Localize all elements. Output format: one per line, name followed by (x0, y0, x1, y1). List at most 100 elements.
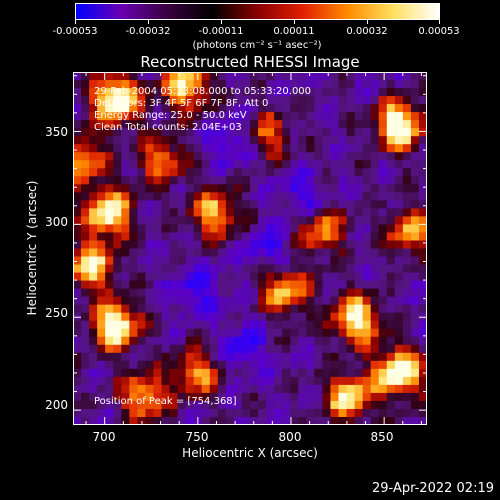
heatmap-cell (250, 240, 259, 250)
heatmap-cell (145, 328, 155, 338)
heatmap-cell (322, 312, 332, 322)
heatmap-cell (97, 80, 106, 89)
heatmap-cell (137, 96, 147, 105)
heatmap-cell (410, 352, 420, 362)
heatmap-cell (105, 304, 114, 314)
heatmap-cell (346, 232, 356, 242)
heatmap-cell (233, 120, 243, 129)
heatmap-cell (282, 216, 291, 226)
heatmap-cell (250, 128, 259, 137)
heatmap-cell (233, 256, 243, 266)
heatmap-cell (241, 168, 251, 177)
heatmap-cell (161, 80, 171, 89)
heatmap-cell (306, 112, 315, 121)
heatmap-cell (282, 120, 291, 129)
heatmap-cell (394, 360, 404, 370)
heatmap-cell (169, 280, 179, 290)
plot-title: Reconstructed RHESSI Image (140, 53, 360, 71)
heatmap-cell (282, 320, 291, 330)
heatmap-cell (193, 224, 203, 234)
heatmap-cell (81, 136, 90, 145)
heatmap-image (73, 72, 427, 425)
heatmap-cell (386, 416, 396, 425)
heatmap-cell (201, 72, 211, 81)
heatmap-cell (217, 272, 227, 282)
heatmap-cell (362, 360, 372, 370)
heatmap-cell (346, 248, 356, 258)
heatmap-cell (282, 328, 291, 338)
heatmap-cell (113, 240, 122, 250)
heatmap-cell (378, 112, 388, 121)
heatmap-cell (410, 280, 420, 290)
heatmap-cell (338, 296, 348, 306)
heatmap-cell (282, 312, 291, 322)
heatmap-cell (73, 200, 82, 209)
heatmap-cell (386, 336, 396, 346)
heatmap-cell (145, 176, 155, 185)
heatmap-cell (418, 320, 427, 330)
heatmap-cell (153, 128, 163, 137)
heatmap-cell (161, 360, 171, 370)
heatmap-cell (233, 168, 243, 177)
image-plot (73, 72, 427, 425)
heatmap-cell (282, 400, 291, 410)
heatmap-cell (201, 416, 211, 425)
heatmap-cell (81, 80, 90, 89)
heatmap-cell (298, 392, 307, 402)
heatmap-cell (217, 280, 227, 290)
heatmap-cell (354, 88, 364, 97)
heatmap-cell (346, 144, 356, 153)
heatmap-cell (201, 208, 211, 218)
heatmap-cell (177, 352, 187, 362)
heatmap-cell (402, 392, 412, 402)
heatmap-cell (378, 264, 388, 274)
heatmap-cell (266, 152, 275, 161)
heatmap-cell (209, 144, 219, 153)
heatmap-cell (362, 320, 372, 330)
heatmap-cell (258, 384, 267, 394)
heatmap-cell (378, 136, 388, 145)
heatmap-cell (274, 360, 283, 370)
heatmap-cell (322, 192, 332, 201)
heatmap-cell (105, 312, 114, 322)
heatmap-cell (274, 288, 283, 298)
heatmap-cell (282, 416, 291, 425)
heatmap-cell (346, 288, 356, 298)
heatmap-cell (394, 368, 404, 378)
heatmap-cell (193, 112, 203, 121)
heatmap-cell (290, 240, 299, 250)
heatmap-cell (193, 168, 203, 177)
heatmap-cell (177, 224, 187, 234)
heatmap-cell (394, 304, 404, 314)
y-axis-label: Heliocentric Y (arcsec) (25, 180, 39, 316)
heatmap-cell (322, 176, 332, 185)
heatmap-cell (274, 120, 283, 129)
heatmap-cell (394, 392, 404, 402)
heatmap-cell (258, 368, 267, 378)
heatmap-cell (370, 280, 380, 290)
heatmap-cell (362, 368, 372, 378)
heatmap-cell (217, 120, 227, 129)
heatmap-cell (121, 328, 130, 338)
heatmap-cell (193, 304, 203, 314)
heatmap-cell (386, 288, 396, 298)
heatmap-cell (97, 304, 106, 314)
heatmap-cell (129, 384, 138, 394)
heatmap-cell (402, 264, 412, 274)
heatmap-cell (378, 128, 388, 137)
heatmap-cell (354, 376, 364, 386)
heatmap-cell (274, 168, 283, 177)
heatmap-cell (250, 120, 259, 129)
heatmap-cell (185, 136, 195, 145)
heatmap-cell (217, 88, 227, 97)
heatmap-cell (137, 72, 147, 81)
heatmap-cell (282, 392, 291, 402)
heatmap-cell (153, 280, 163, 290)
heatmap-cell (97, 248, 106, 258)
heatmap-cell (394, 384, 404, 394)
heatmap-cell (370, 256, 380, 266)
heatmap-cell (201, 240, 211, 250)
heatmap-cell (314, 112, 324, 121)
heatmap-cell (153, 248, 163, 258)
heatmap-cell (97, 112, 106, 121)
